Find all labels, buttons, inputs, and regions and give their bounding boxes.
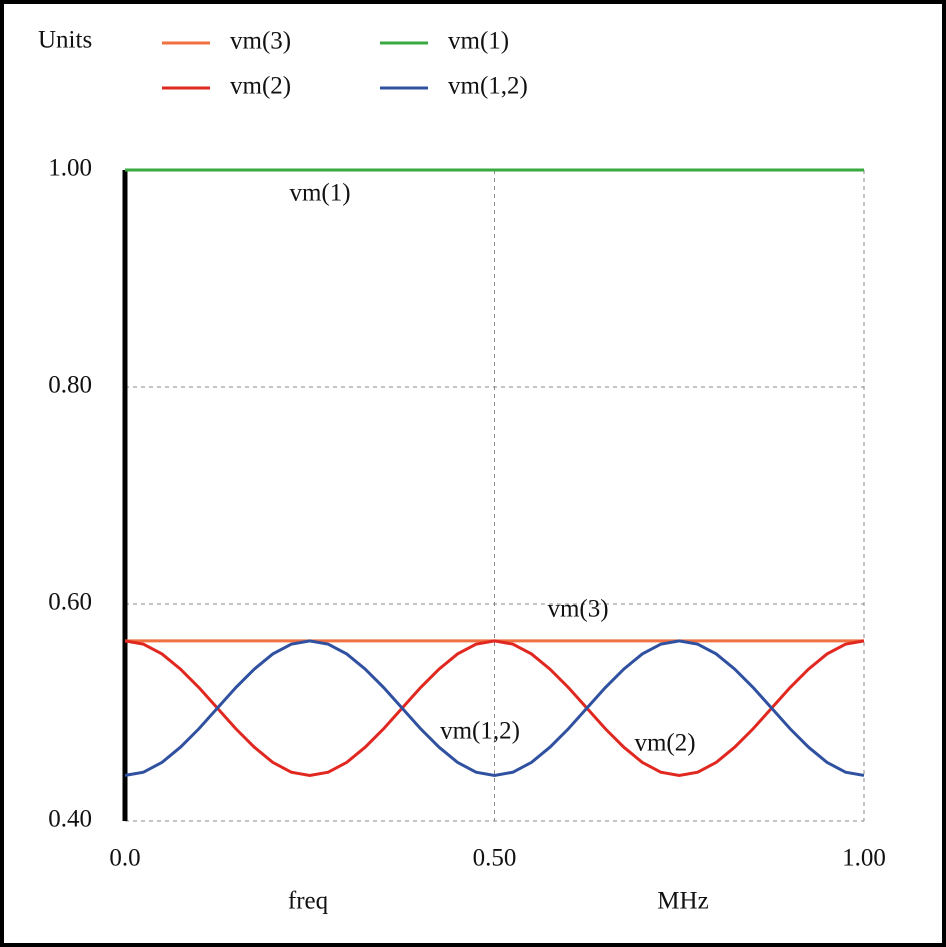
x-tick-label: 0.0	[109, 845, 140, 872]
annotation: vm(1,2)	[440, 718, 520, 745]
y-axis-label: Units	[38, 27, 92, 54]
y-tick-label: 1.00	[48, 155, 92, 182]
annotation: vm(3)	[547, 596, 608, 623]
legend-label: vm(3)	[230, 28, 291, 55]
series-line	[124, 639, 865, 777]
x-tick-label: 0.50	[473, 845, 517, 872]
legend-label: vm(2)	[230, 73, 291, 100]
y-tick-label: 0.60	[48, 589, 92, 616]
legend-label: vm(1)	[448, 28, 509, 55]
annotation: vm(1)	[289, 180, 350, 207]
y-tick-label: 0.80	[48, 372, 92, 399]
legend-label: vm(1,2)	[448, 73, 528, 100]
series-line	[124, 639, 865, 777]
x-tick-label: 1.00	[842, 845, 886, 872]
annotation: vm(2)	[634, 730, 695, 757]
y-tick-label: 0.40	[48, 806, 92, 833]
x-axis-unit: MHz	[657, 888, 708, 915]
x-axis-label: freq	[288, 888, 329, 915]
